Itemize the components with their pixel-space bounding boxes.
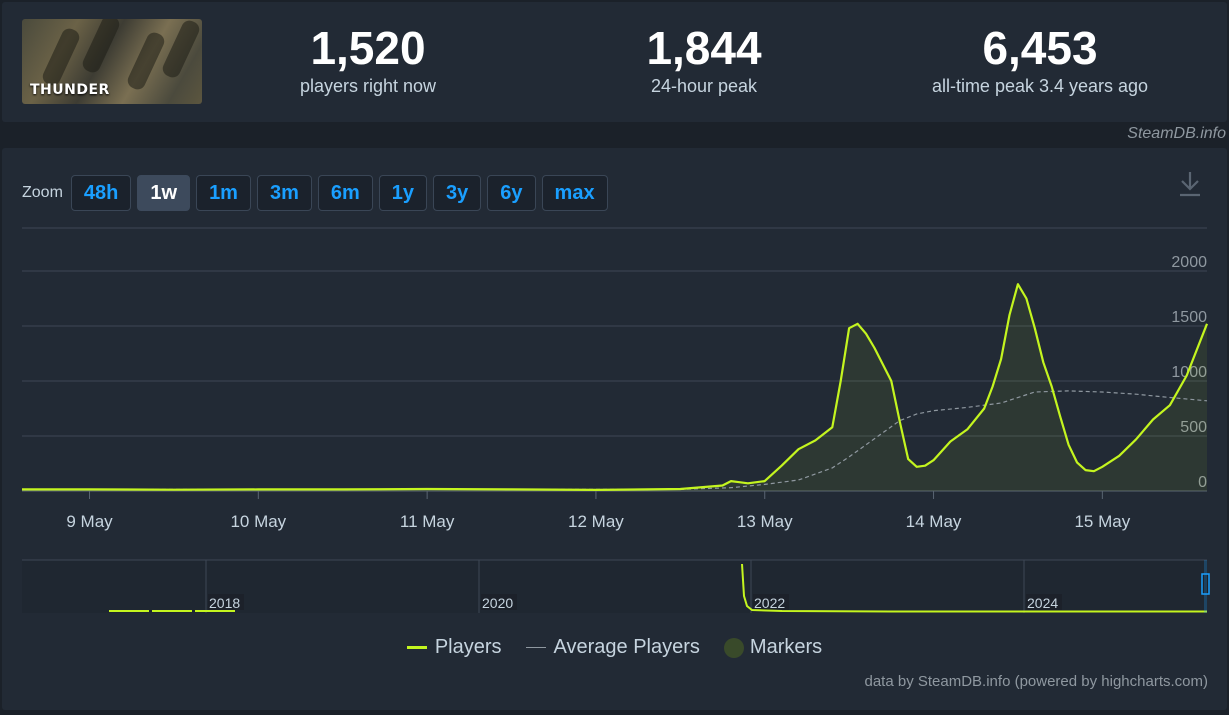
stats-card: THUNDER 1,520 players right now 1,844 24… <box>2 2 1227 122</box>
navigator-year-bg <box>481 594 517 610</box>
legend-markers-label: Markers <box>749 636 823 658</box>
chart-legend: Players Average Players Markers <box>2 636 1227 659</box>
navigator-year-label: 2024 <box>1027 595 1058 611</box>
navigator-series: 2018 2020 2022 2024 <box>109 560 1210 613</box>
zoom-1m-button[interactable]: 1m <box>196 175 251 211</box>
peak-24h-stat: 1,844 24-hour peak <box>554 20 854 96</box>
source-link[interactable]: SteamDB.info <box>1127 125 1226 142</box>
x-tick-label: 15 May <box>1074 512 1130 531</box>
zoom-3m-button[interactable]: 3m <box>256 175 312 211</box>
y-tick-label: 1500 <box>1171 309 1207 326</box>
players-line <box>22 283 1209 491</box>
current-players-value: 1,520 <box>310 22 426 74</box>
credits-link[interactable]: data by SteamDB.info (powered by highcha… <box>864 673 1209 690</box>
players-chart[interactable]: 0 500 1000 1500 2000 9 May 10 May 11 May 12 May… <box>2 218 1227 618</box>
zoom-3y-button[interactable]: 3y <box>433 175 482 211</box>
y-tick-label: 2000 <box>1171 254 1207 271</box>
zoom-6m-button[interactable]: 6m <box>317 175 373 211</box>
chart-grid <box>22 227 1207 499</box>
chart-series <box>22 283 1209 491</box>
peak-24h-label: 24-hour peak <box>650 76 758 96</box>
x-tick-label: 11 May <box>400 512 455 531</box>
current-players-stat: 1,520 players right now <box>218 20 518 96</box>
navigator-year-bg <box>208 594 244 610</box>
y-tick-label: 500 <box>1180 419 1207 436</box>
y-axis-labels: 0 500 1000 1500 2000 <box>1171 254 1207 491</box>
game-logo-text: THUNDER <box>30 82 110 98</box>
download-icon[interactable] <box>1177 170 1203 198</box>
legend-players-label: Players <box>434 636 502 658</box>
all-time-peak-label: all-time peak 3.4 years ago <box>931 76 1149 96</box>
markers-swatch <box>723 637 744 658</box>
game-capsule-image[interactable]: THUNDER <box>22 19 202 104</box>
navigator-players-line <box>741 563 1207 613</box>
zoom-48h-button[interactable]: 48h <box>70 175 132 211</box>
legend-markers[interactable]: Markers <box>723 636 823 659</box>
legend-average-label: Average Players <box>553 636 700 658</box>
zoom-1w-button[interactable]: 1w <box>137 175 191 211</box>
x-tick-label: 9 May <box>66 512 113 531</box>
average-players-line <box>22 390 1208 490</box>
navigator-year-label: 2022 <box>754 595 785 611</box>
peak-24h-value: 1,844 <box>646 22 762 74</box>
navigator-selection <box>1204 560 1207 613</box>
chart-navigator[interactable]: 2018 2020 2022 2024 <box>2 558 1227 618</box>
navigator-year-label: 2018 <box>209 595 240 611</box>
navigator-handle <box>1201 573 1210 595</box>
x-tick-label: 13 May <box>737 512 793 531</box>
chart-card: Zoom 48h 1w 1m 3m 6m 1y 3y 6y max 0 500 10… <box>2 148 1227 710</box>
navigator-year-label: 2020 <box>482 595 513 611</box>
x-axis-labels: 9 May 10 May 11 May 12 May 13 May 14 May 15 Ma… <box>66 512 1130 531</box>
zoom-6y-button[interactable]: 6y <box>487 175 536 211</box>
zoom-1y-button[interactable]: 1y <box>378 175 428 211</box>
players-swatch <box>406 646 427 649</box>
current-players-label: players right now <box>299 76 437 96</box>
all-time-peak-stat: 6,453 all-time peak 3.4 years ago <box>890 20 1190 96</box>
navigator-year-bg <box>753 594 789 610</box>
all-time-peak-value: 6,453 <box>982 22 1098 74</box>
y-tick-label: 1000 <box>1171 364 1207 381</box>
x-tick-label: 12 May <box>568 512 624 531</box>
players-area <box>22 284 1207 491</box>
x-tick-label: 10 May <box>230 512 286 531</box>
x-tick-label: 14 May <box>906 512 962 531</box>
average-swatch <box>525 647 546 648</box>
legend-average-players[interactable]: Average Players <box>525 636 700 659</box>
legend-players[interactable]: Players <box>406 636 502 659</box>
y-tick-label: 0 <box>1198 474 1207 491</box>
zoom-max-button[interactable]: max <box>541 175 608 211</box>
navigator-year-bg <box>1026 594 1062 610</box>
zoom-label: Zoom <box>22 184 63 201</box>
zoom-controls: Zoom 48h 1w 1m 3m 6m 1y 3y 6y max <box>22 175 614 211</box>
